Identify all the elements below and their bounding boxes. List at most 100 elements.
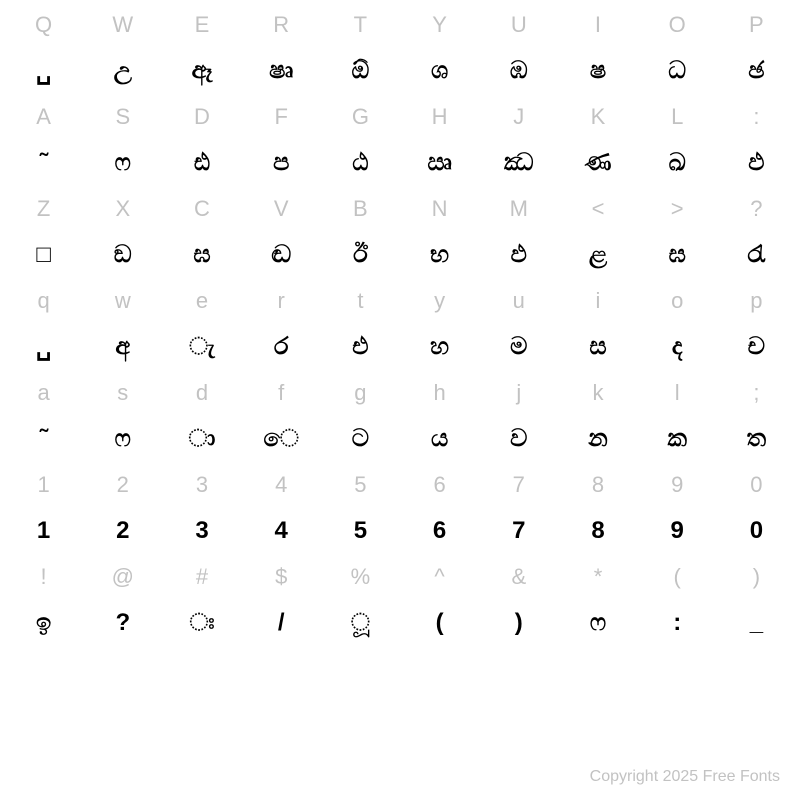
ref-cell: ^ (400, 554, 479, 600)
ref-cell: $ (242, 554, 321, 600)
glyph-cell: ඉ (4, 600, 83, 646)
glyph-cell: ැ (162, 324, 241, 370)
glyph-cell: ර (242, 324, 321, 370)
ref-cell: 7 (479, 462, 558, 508)
ref-cell: G (321, 94, 400, 140)
ref-cell: ; (717, 370, 796, 416)
glyph-cell: ෙ (242, 416, 321, 462)
glyph-cell: ච (717, 324, 796, 370)
glyph-cell: ඨ (321, 140, 400, 186)
ref-cell: ( (638, 554, 717, 600)
glyph-cell: එ (321, 324, 400, 370)
glyph-cell: □ (4, 232, 83, 278)
ref-cell: F (242, 94, 321, 140)
glyph-cell: න (558, 416, 637, 462)
ref-cell: > (638, 186, 717, 232)
ref-cell: B (321, 186, 400, 232)
ref-cell: A (4, 94, 83, 140)
glyph-cell: ? (83, 600, 162, 646)
ref-cell: L (638, 94, 717, 140)
ref-cell: T (321, 2, 400, 48)
glyph-cell: හ (400, 324, 479, 370)
glyph-cell: 4 (242, 508, 321, 554)
glyph-cell: ඵ (717, 140, 796, 186)
ref-cell: : (717, 94, 796, 140)
glyph-cell: ඪ (162, 140, 241, 186)
ref-cell: Z (4, 186, 83, 232)
glyph-cell: 9 (638, 508, 717, 554)
glyph-cell: ˜ (4, 140, 83, 186)
glyph-cell: ප (242, 140, 321, 186)
copyright-footer: Copyright 2025 Free Fonts (590, 768, 780, 786)
glyph-cell: ( (400, 600, 479, 646)
glyph-cell: ෂ (558, 48, 637, 94)
glyph-cell: ම (479, 324, 558, 370)
glyph-cell: ඵ (479, 232, 558, 278)
ref-cell: ! (4, 554, 83, 600)
ref-cell: g (321, 370, 400, 416)
glyph-cell: ␣ (4, 48, 83, 94)
ref-cell: l (638, 370, 717, 416)
glyph-cell: ˜ (4, 416, 83, 462)
ref-cell: ? (717, 186, 796, 232)
glyph-cell: ␣ (4, 324, 83, 370)
glyph-cell: / (242, 600, 321, 646)
glyph-cell: ා (162, 416, 241, 462)
glyph-cell: ඞ (83, 232, 162, 278)
glyph-cell: ) (479, 600, 558, 646)
ref-cell: V (242, 186, 321, 232)
ref-cell: D (162, 94, 241, 140)
ref-cell: p (717, 278, 796, 324)
ref-cell: q (4, 278, 83, 324)
ref-cell: X (83, 186, 162, 232)
ref-cell: 5 (321, 462, 400, 508)
ref-cell: a (4, 370, 83, 416)
ref-cell: 3 (162, 462, 241, 508)
ref-cell: U (479, 2, 558, 48)
ref-cell: ) (717, 554, 796, 600)
glyph-cell: ෂෘ (242, 48, 321, 94)
ref-cell: O (638, 2, 717, 48)
glyph-cell: 7 (479, 508, 558, 554)
ref-cell: J (479, 94, 558, 140)
ref-cell: k (558, 370, 637, 416)
ref-cell: Y (400, 2, 479, 48)
glyph-cell: ෆ (83, 416, 162, 462)
glyph-cell: ඹ (479, 48, 558, 94)
glyph-cell: 2 (83, 508, 162, 554)
glyph-cell: ඡ (717, 48, 796, 94)
ref-cell: @ (83, 554, 162, 600)
ref-cell: o (638, 278, 717, 324)
glyph-cell: ද (638, 324, 717, 370)
glyph-cell: ඍ (400, 140, 479, 186)
ref-cell: K (558, 94, 637, 140)
glyph-cell: 3 (162, 508, 241, 554)
glyph-cell: ූ (321, 600, 400, 646)
glyph-cell: ඣ (479, 140, 558, 186)
ref-cell: E (162, 2, 241, 48)
ref-cell: 0 (717, 462, 796, 508)
ref-cell: # (162, 554, 241, 600)
ref-cell: H (400, 94, 479, 140)
glyph-cell: ත (717, 416, 796, 462)
ref-cell: 6 (400, 462, 479, 508)
ref-cell: M (479, 186, 558, 232)
ref-cell: Q (4, 2, 83, 48)
glyph-cell: භ (400, 232, 479, 278)
glyph-cell: ඬ (242, 232, 321, 278)
ref-cell: i (558, 278, 637, 324)
ref-cell: * (558, 554, 637, 600)
ref-cell: N (400, 186, 479, 232)
ref-cell: r (242, 278, 321, 324)
ref-cell: y (400, 278, 479, 324)
glyph-cell: ඛ (638, 140, 717, 186)
glyph-cell: ය (400, 416, 479, 462)
glyph-cell: ෆ (558, 600, 637, 646)
ref-cell: j (479, 370, 558, 416)
glyph-cell: අ (83, 324, 162, 370)
glyph-cell: ධ (638, 48, 717, 94)
glyph-cell: ඃ (162, 600, 241, 646)
ref-cell: R (242, 2, 321, 48)
glyph-cell: : (638, 600, 717, 646)
ref-cell: W (83, 2, 162, 48)
